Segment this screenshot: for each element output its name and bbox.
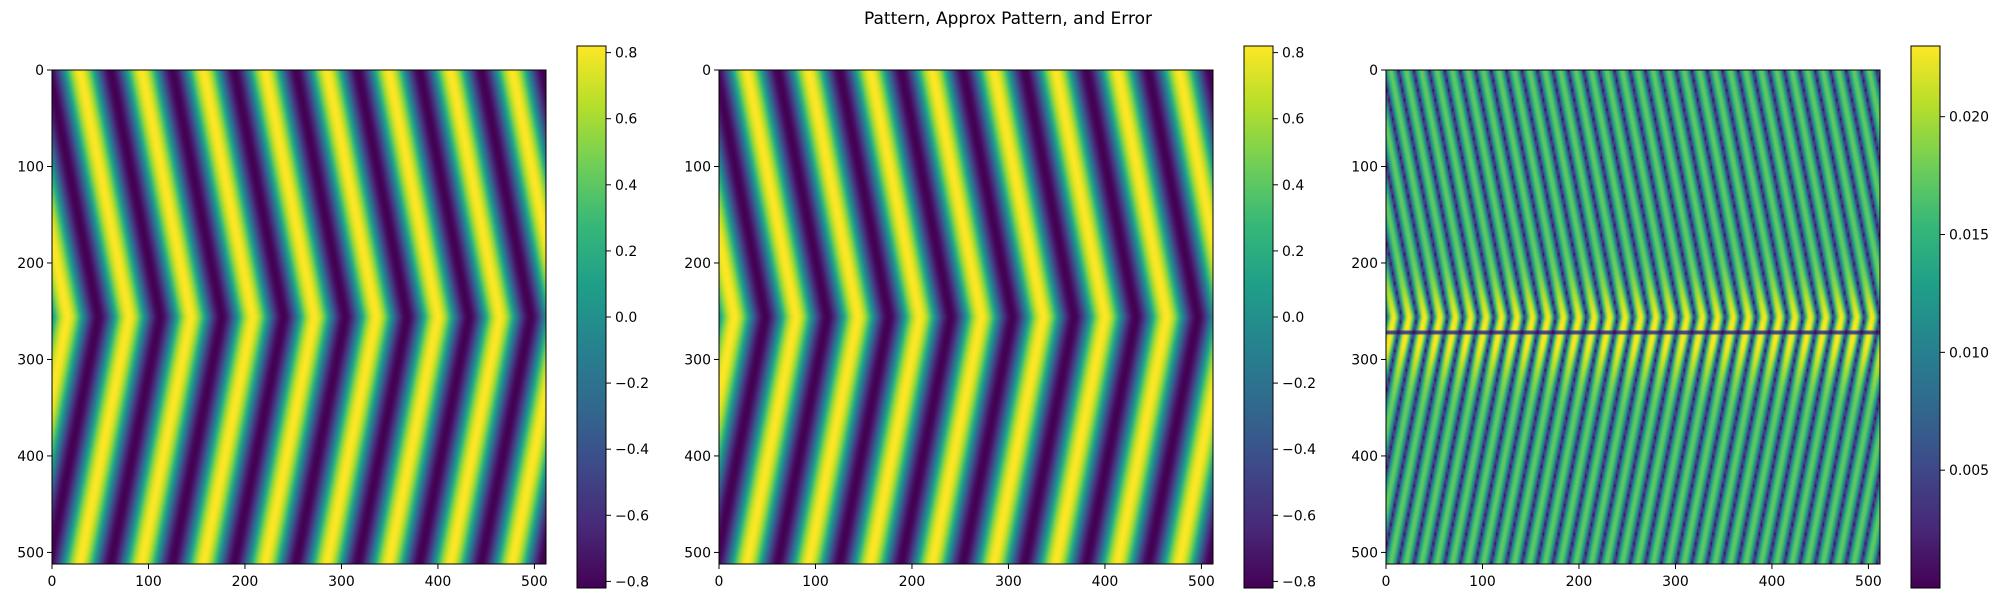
pattern-colorbar-tick-label: 0.2 <box>615 244 637 260</box>
approx-pattern-y-tick-label: 200 <box>684 256 711 272</box>
pattern-axes-frame <box>51 69 547 565</box>
error-y-tick-label: 400 <box>1351 449 1378 465</box>
pattern-y-tick-label: 500 <box>17 545 44 561</box>
approx-pattern-y-tick-label: 400 <box>684 449 711 465</box>
pattern-y-tick-label: 400 <box>17 449 44 465</box>
pattern-y-tick-label: 0 <box>35 63 44 79</box>
pattern-colorbar-tick-label: −0.4 <box>615 442 649 458</box>
error-heatmap-image <box>1386 70 1880 564</box>
error-x-tick-label: 0 <box>1382 574 1391 590</box>
error-y-tick-label: 200 <box>1351 256 1378 272</box>
approx-pattern-y-tick-label: 100 <box>684 159 711 175</box>
pattern-colorbar-tick-label: −0.2 <box>615 376 649 392</box>
error-colorbar-tick-label: 0.005 <box>1949 463 1989 479</box>
pattern-colorbar-tick-label: 0.4 <box>615 178 637 194</box>
pattern-x-tick-label: 300 <box>328 574 355 590</box>
pattern-colorbar-tick-label: 0.0 <box>615 310 637 326</box>
approx-pattern-colorbar-tick-label: −0.8 <box>1282 574 1316 590</box>
approx-pattern-colorbar-tick-label: 0.6 <box>1282 112 1304 128</box>
error-x-tick-label: 400 <box>1759 574 1786 590</box>
error-y-tick-label: 300 <box>1351 352 1378 368</box>
pattern-colorbar-tick-label: −0.8 <box>615 574 649 590</box>
error-colorbar-tick-label: 0.015 <box>1949 228 1989 244</box>
pattern-heatmap-image <box>52 70 546 564</box>
error-colorbar-frame <box>1910 45 1941 589</box>
error-y-tick-label: 500 <box>1351 545 1378 561</box>
approx-pattern-x-tick-label: 0 <box>715 574 724 590</box>
approx-pattern-axes-frame <box>718 69 1214 565</box>
error-x-tick-label: 500 <box>1855 574 1882 590</box>
error-panel: 0 100 200 300 400 50001002003004005000.0050.0… <box>1351 45 1989 590</box>
error-colorbar <box>1911 46 1940 588</box>
error-x-tick-label: 200 <box>1566 574 1593 590</box>
approx-pattern-colorbar-tick-label: 0.4 <box>1282 178 1304 194</box>
approx-pattern-x-tick-label: 300 <box>995 574 1022 590</box>
approx-pattern-x-tick-label: 500 <box>1188 574 1215 590</box>
error-y-tick-label: 100 <box>1351 159 1378 175</box>
pattern-x-tick-label: 400 <box>425 574 452 590</box>
approx-pattern-colorbar-tick-label: −0.4 <box>1282 442 1316 458</box>
pattern-panel: 0 100 200 300 400 5000100200300400500−0.8−0.6… <box>17 45 649 590</box>
error-x-tick-label: 100 <box>1469 574 1496 590</box>
pattern-x-tick-label: 0 <box>48 574 57 590</box>
approx-pattern-x-tick-label: 100 <box>802 574 829 590</box>
pattern-x-tick-label: 500 <box>521 574 548 590</box>
pattern-x-tick-label: 200 <box>232 574 259 590</box>
pattern-y-tick-label: 200 <box>17 256 44 272</box>
error-x-tick-label: 300 <box>1662 574 1689 590</box>
approx-pattern-colorbar-tick-label: −0.6 <box>1282 508 1316 524</box>
approx-pattern-colorbar <box>1244 46 1273 588</box>
pattern-y-tick-label: 100 <box>17 159 44 175</box>
pattern-colorbar-tick-label: 0.6 <box>615 112 637 128</box>
approx-pattern-x-tick-label: 200 <box>899 574 926 590</box>
approx-pattern-colorbar-tick-label: 0.0 <box>1282 310 1304 326</box>
approx-pattern-heatmap-image <box>719 70 1213 564</box>
approx-pattern-panel: 0 100 200 300 400 5000100200300400500−0.8−0.6… <box>684 45 1316 590</box>
figure-suptitle: Pattern, Approx Pattern, and Error <box>864 9 1152 29</box>
pattern-colorbar-tick-label: 0.8 <box>615 46 637 62</box>
panels: 0 100 200 300 400 5000100200300400500−0.8−0.6… <box>17 45 1989 590</box>
approx-pattern-colorbar-tick-label: −0.2 <box>1282 376 1316 392</box>
pattern-x-tick-label: 100 <box>135 574 162 590</box>
approx-pattern-y-tick-label: 300 <box>684 352 711 368</box>
pattern-y-tick-label: 300 <box>17 352 44 368</box>
pattern-colorbar <box>577 46 606 588</box>
approx-pattern-y-tick-label: 0 <box>702 63 711 79</box>
approx-pattern-colorbar-tick-label: 0.2 <box>1282 244 1304 260</box>
pattern-colorbar-tick-label: −0.6 <box>615 508 649 524</box>
error-colorbar-tick-label: 0.010 <box>1949 345 1989 361</box>
error-y-tick-label: 0 <box>1369 63 1378 79</box>
approx-pattern-x-tick-label: 400 <box>1092 574 1119 590</box>
error-axes-frame <box>1385 69 1881 565</box>
approx-pattern-y-tick-label: 500 <box>684 545 711 561</box>
approx-pattern-colorbar-tick-label: 0.8 <box>1282 46 1304 62</box>
error-colorbar-tick-label: 0.020 <box>1949 110 1989 126</box>
